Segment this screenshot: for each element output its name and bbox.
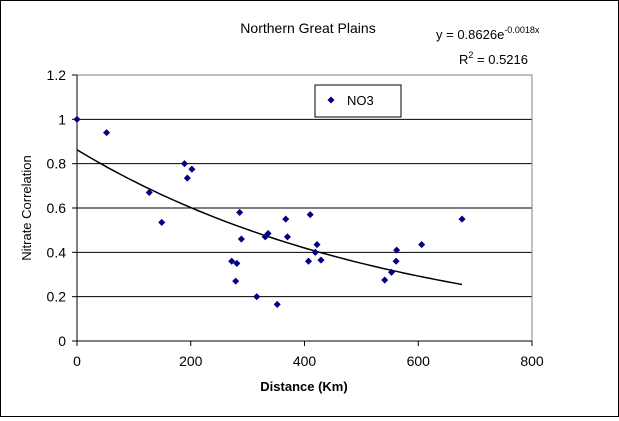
y-tick-label: 0.2 [47,289,67,305]
y-tick-label: 0 [58,333,66,349]
data-point [264,229,272,238]
data-point [145,188,153,197]
trendline [76,149,463,286]
equation-prefix: y = 0.8626e [436,27,504,42]
data-point [73,115,81,123]
data-point [188,165,196,173]
data-point [392,257,400,265]
y-tick-label: 0.8 [47,156,67,172]
data-point [253,293,261,301]
r-squared-label: R [459,52,468,67]
y-tick-label: 0.4 [47,244,67,260]
data-point [228,257,236,265]
data-point [233,259,241,267]
y-tick-label: 0.6 [47,200,67,216]
data-point [180,160,189,168]
x-tick-label: 800 [520,353,544,369]
data-point [103,129,111,137]
y-tick-label: 1 [58,111,66,127]
data-point [158,218,166,226]
r-squared-power: 2 [468,50,473,60]
equation-exponent: -0.0018x [504,25,540,35]
data-point [304,257,313,265]
legend: NO3 [314,84,402,118]
data-point [393,246,401,254]
gridlines [77,74,532,298]
data-point [282,215,290,223]
data-point [313,241,321,249]
data-point [273,300,281,308]
data-point [317,256,325,264]
data-point [183,174,191,182]
x-tick-label: 400 [293,353,317,369]
data-point [237,235,245,243]
r-squared-value: = 0.5216 [473,52,528,67]
x-tick-label: 0 [73,353,81,369]
legend-label: NO3 [347,93,374,108]
data-points [73,115,466,308]
data-point [283,233,291,241]
data-point [232,277,240,285]
chart-title: Northern Great Plains [240,20,375,36]
data-point [236,208,244,216]
data-point [306,211,314,219]
x-axis-label: Distance (Km) [260,379,347,394]
r-squared: R2 = 0.5216 [459,50,528,67]
y-tick-label: 1.2 [47,67,67,83]
data-point [311,248,319,256]
data-point [458,215,466,223]
y-axis-label: Nitrate Correlation [19,155,34,261]
trend-equation: y = 0.8626e-0.0018x [436,25,540,42]
tick-labels: 0 0.2 0.4 0.6 0.8 1 1.2 0 200 400 600 800 [47,67,544,369]
x-tick-label: 600 [407,353,431,369]
x-tick-label: 200 [179,353,203,369]
legend-marker [327,96,335,104]
data-point [418,241,426,249]
data-point [387,268,396,276]
data-point [381,276,389,284]
